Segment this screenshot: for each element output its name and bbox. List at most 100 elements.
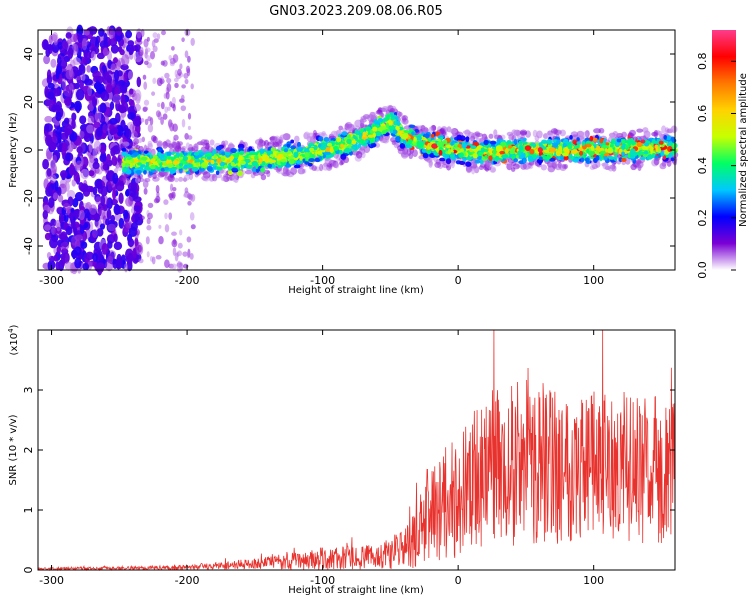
spectrogram-cell <box>81 38 88 51</box>
spectrogram-cell <box>465 161 472 167</box>
spectrogram-cell <box>160 116 164 125</box>
spectrogram-cell <box>402 139 407 144</box>
spectrogram-cell <box>78 181 84 191</box>
spectrogram-cell <box>180 105 187 112</box>
spectrogram-cell <box>288 158 295 165</box>
spectrogram-cell <box>385 122 390 129</box>
spectrogram-cell <box>187 147 196 152</box>
spectrogram-cell <box>237 143 245 150</box>
spectrogram-cell <box>150 158 156 163</box>
spectrogram-cell <box>141 136 146 143</box>
spectrogram-cell <box>190 193 196 202</box>
spectrogram-cell <box>99 102 107 114</box>
spectrogram-cell <box>121 54 130 67</box>
spectrogram-cell <box>128 187 137 198</box>
spectrogram-cell <box>293 152 298 159</box>
spectrogram-cell <box>359 119 365 127</box>
spectrogram-cell <box>122 167 127 173</box>
spectrogram-cell <box>43 55 51 65</box>
spectrogram-cell <box>607 147 614 154</box>
spectrogram-cell <box>458 152 464 159</box>
spectrogram-cell <box>164 166 169 171</box>
spectrogram-cell <box>479 142 485 146</box>
spectrogram-cell <box>181 37 185 43</box>
spectrogram-cell <box>290 145 297 150</box>
spectrogram-cell <box>57 186 62 197</box>
spectrogram-cell <box>490 167 496 173</box>
spectrogram-cell <box>106 26 111 36</box>
spectrogram-cell <box>661 125 667 134</box>
spectrogram-cell <box>163 199 169 205</box>
spectrogram-cell <box>116 125 124 137</box>
spectrogram-cell <box>75 160 83 171</box>
spectrogram-cell <box>127 252 134 264</box>
spectrogram-cell <box>130 130 138 139</box>
spectrogram-cell <box>598 127 605 134</box>
spectrogram-cell <box>55 261 60 271</box>
spectrogram-cell <box>426 149 432 155</box>
spectrogram-cell <box>156 151 162 156</box>
snr-x-ticks: -300 -200 -100 0 100 <box>39 330 604 587</box>
spectrogram-cell <box>232 174 238 183</box>
spectrogram-cell <box>66 189 76 200</box>
spectrogram-cell <box>52 192 59 200</box>
spectrogram-cell <box>125 128 132 140</box>
spectrogram-cell <box>370 143 377 148</box>
spectrogram-cell <box>338 125 344 131</box>
spectrogram-cell <box>152 32 158 39</box>
spectrogram-cell <box>345 121 353 129</box>
spectrogram-cell <box>340 159 345 165</box>
spectrogram-cell <box>239 160 246 166</box>
spectrogram-cell <box>260 167 266 173</box>
spectrogram-cell <box>164 259 170 269</box>
spectrogram-cell <box>80 241 88 249</box>
spectrogram-cell <box>79 63 86 76</box>
spectrogram-cell <box>403 129 410 134</box>
colorbar-ticks: 0.00.20.40.60.8 <box>696 53 736 279</box>
spectrogram-cell <box>318 136 324 142</box>
spectrogram-cell <box>538 156 543 161</box>
spectrogram-cell <box>230 147 237 154</box>
spectrogram-cell <box>71 119 76 130</box>
spectrogram-cell <box>555 150 562 157</box>
spectrogram-cell <box>110 214 116 223</box>
spectrogram-cell <box>187 135 193 140</box>
spectrogram-cell <box>488 155 493 162</box>
spectrogram-cell <box>91 50 96 61</box>
x-tick-label: -200 <box>175 274 200 287</box>
spectrogram-cell <box>231 167 238 172</box>
spectrogram-cell <box>99 195 109 206</box>
spectrogram-cell <box>651 131 658 137</box>
spectrogram-cell <box>259 148 265 154</box>
snr-background <box>38 330 675 570</box>
spectrogram-cell <box>356 139 363 144</box>
spectrogram-cell <box>42 210 49 220</box>
spectrogram-cell <box>225 151 231 156</box>
spectrogram-cell <box>112 172 119 185</box>
spectrogram-cell <box>269 154 275 158</box>
spectrogram-cell <box>272 141 280 148</box>
spectrogram-cell <box>562 142 567 148</box>
spectrogram-cell <box>56 222 61 232</box>
spectrogram-cell <box>629 148 636 155</box>
spectrogram-cell <box>168 121 172 129</box>
spectrogram-cell <box>324 157 332 166</box>
y-tick-label: -40 <box>22 237 35 255</box>
spectrogram-cell <box>185 170 191 175</box>
spectrogram-cell <box>483 139 489 146</box>
spectrogram-cell <box>143 170 147 175</box>
spectrogram-cell <box>143 99 150 106</box>
spectrogram-cell <box>613 155 618 162</box>
spectrogram-cell <box>416 140 422 147</box>
spectrogram-cell <box>136 76 142 88</box>
spectrogram-cell <box>547 162 553 168</box>
spectrogram-cell <box>548 147 556 153</box>
spectrogram-cells <box>41 24 679 276</box>
spectrogram-cell <box>658 140 664 145</box>
spectrogram-cell <box>464 129 471 137</box>
spectrogram-cell <box>57 132 62 144</box>
spectrogram-cell <box>672 143 677 148</box>
spectrogram-cell <box>121 147 127 152</box>
spectrogram-cell <box>106 208 112 220</box>
